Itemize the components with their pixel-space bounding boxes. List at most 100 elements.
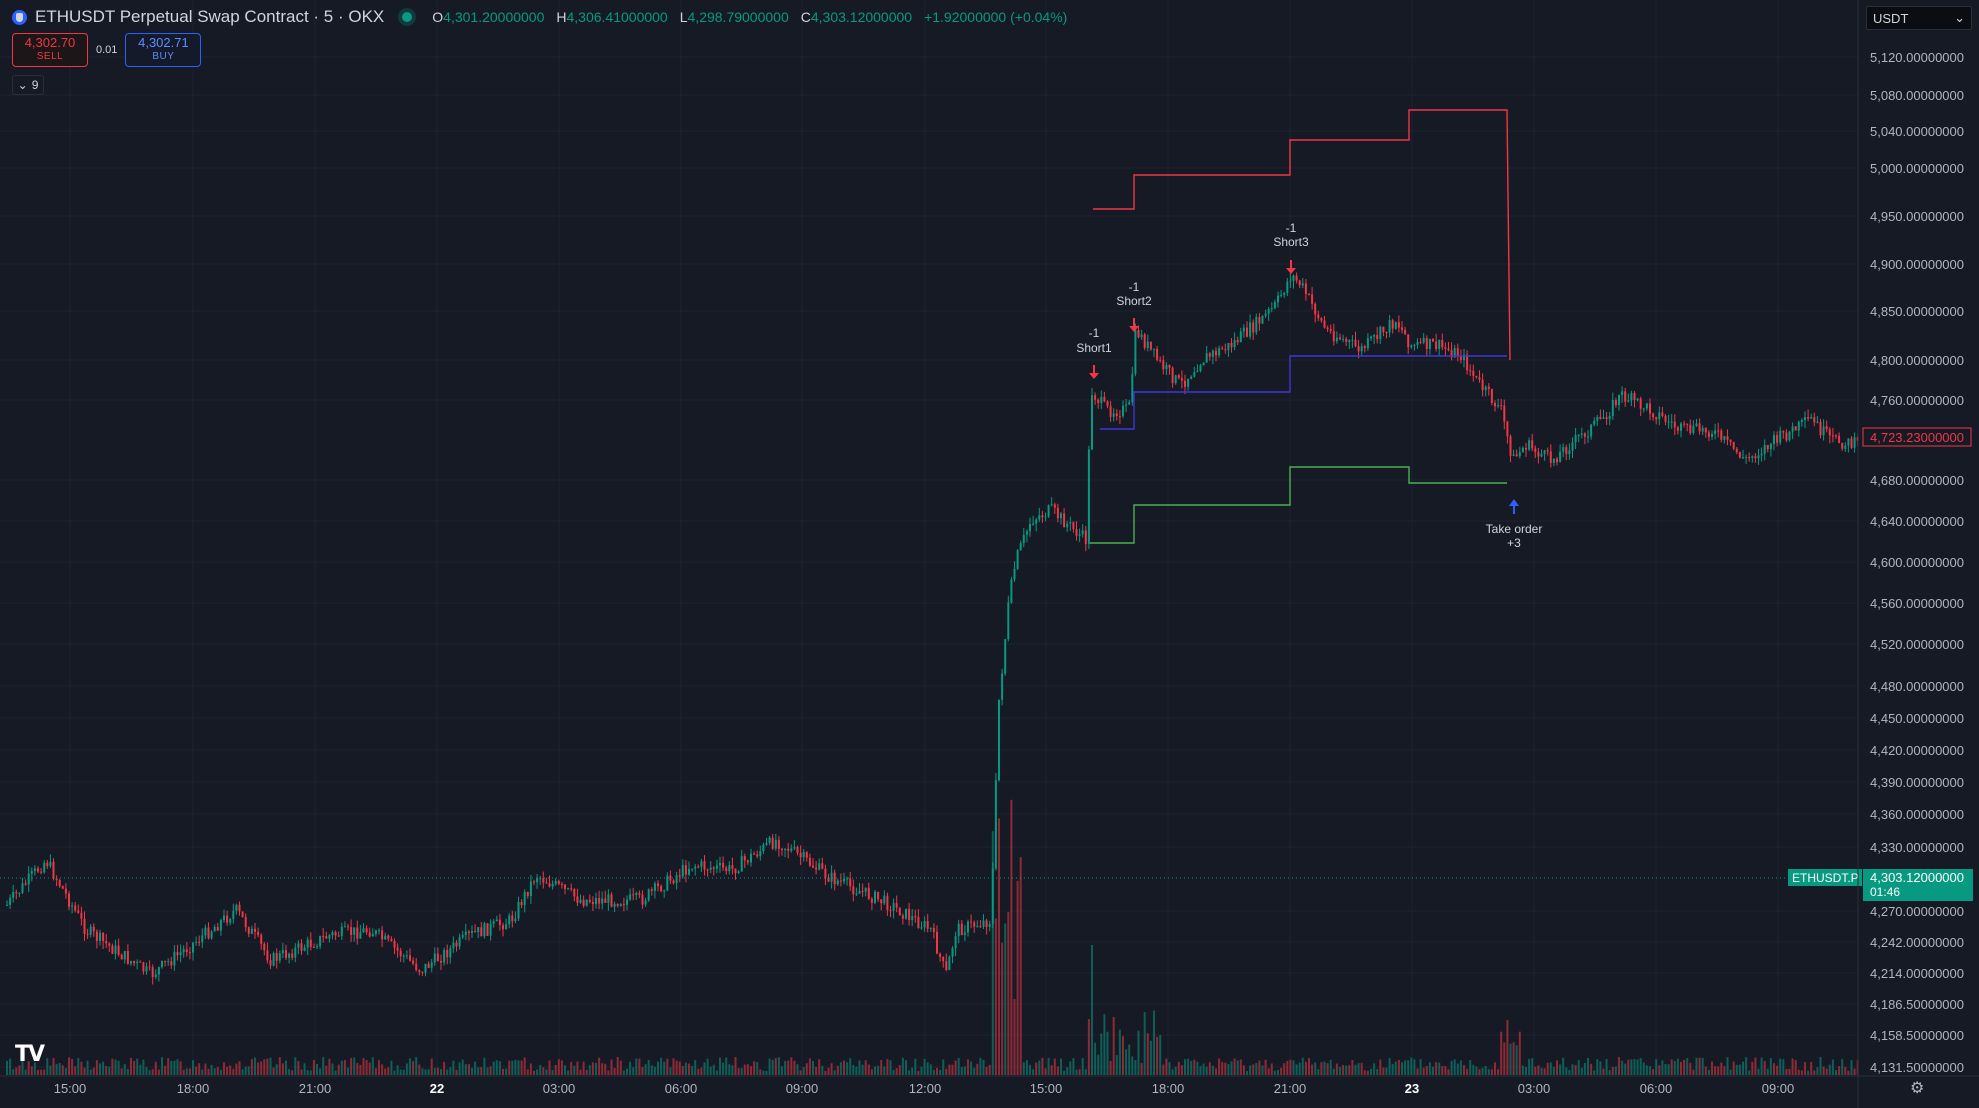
candle-body — [288, 953, 291, 958]
volume-bar — [923, 1058, 926, 1075]
volume-bar — [635, 1058, 638, 1075]
candle-body — [746, 860, 749, 863]
candle-body — [619, 904, 622, 906]
volume-bar — [1149, 1040, 1152, 1075]
volume-bar — [154, 1061, 157, 1075]
tradingview-logo-icon[interactable]: TV — [15, 1042, 45, 1067]
volume-bar — [1397, 1059, 1400, 1075]
volume-bar — [1745, 1057, 1748, 1075]
price-axis-label: 4,214.00000000 — [1870, 966, 1964, 981]
volume-bar — [1664, 1063, 1667, 1075]
volume-bar — [1410, 1057, 1413, 1075]
volume-bar — [427, 1069, 430, 1075]
candle-body — [21, 883, 24, 893]
candle-body — [436, 953, 439, 961]
volume-bar — [1714, 1066, 1717, 1075]
volume-bar — [1131, 1056, 1134, 1075]
candle-body — [99, 932, 101, 941]
volume-bar — [520, 1060, 523, 1075]
volume-bar — [579, 1069, 582, 1075]
price-axis-label: 4,800.00000000 — [1870, 353, 1964, 368]
candle-body — [1280, 294, 1283, 296]
candle-body — [864, 887, 867, 892]
volume-bar — [117, 1060, 120, 1075]
volume-bar — [911, 1067, 914, 1075]
candle-body — [421, 971, 424, 973]
volume-bar — [1425, 1066, 1428, 1075]
candle-body — [1518, 452, 1521, 457]
volume-bar — [347, 1067, 349, 1075]
volume-bar — [1717, 1066, 1720, 1075]
candle-body — [976, 926, 979, 928]
candle-body — [1633, 393, 1636, 400]
candle-body — [337, 935, 340, 937]
candle-body — [1134, 330, 1137, 374]
candle-body — [1717, 430, 1720, 432]
candle-body — [483, 923, 486, 937]
volume-bar — [306, 1070, 309, 1075]
candle-body — [275, 953, 278, 961]
volume-bar — [1156, 1036, 1159, 1075]
volume-bar — [1711, 1061, 1713, 1075]
volume-bar — [973, 1067, 976, 1075]
volume-bar — [591, 1062, 594, 1075]
volume-bar — [1112, 1017, 1115, 1075]
volume-bar — [1580, 1067, 1583, 1075]
order-quantity[interactable]: 0.01 — [96, 44, 118, 56]
sell-button[interactable]: 4,302.70 SELL — [12, 33, 88, 67]
volume-bar — [1825, 1068, 1828, 1075]
volume-bar — [1729, 1069, 1732, 1075]
currency-select[interactable]: USDT ⌄ — [1866, 6, 1972, 30]
volume-bar — [1559, 1064, 1562, 1075]
candle-body — [1723, 436, 1726, 440]
trade-marker-label: Short1 — [1076, 341, 1112, 355]
volume-bar — [564, 1065, 566, 1075]
candle-body — [598, 897, 601, 904]
volume-bar — [722, 1062, 725, 1075]
candle-body — [945, 961, 948, 971]
volume-bar — [1379, 1059, 1382, 1075]
candle-body — [1100, 396, 1103, 404]
volume-bar — [505, 1068, 508, 1075]
volume-bar — [1382, 1067, 1385, 1075]
volume-bar — [1091, 945, 1093, 1075]
candle-body — [781, 848, 783, 850]
gear-icon[interactable]: ⚙ — [1910, 1080, 1925, 1097]
volume-bar — [1357, 1063, 1360, 1075]
volume-bar — [498, 1061, 501, 1075]
buy-button[interactable]: 4,302.71 BUY — [125, 33, 202, 67]
candle-body — [514, 918, 517, 922]
candle-body — [1459, 356, 1462, 361]
candle-body — [1698, 423, 1701, 432]
candle-body — [657, 883, 659, 887]
volume-bar — [27, 1061, 30, 1075]
candle-body — [985, 920, 988, 927]
volume-bar — [743, 1064, 746, 1075]
candle-body — [319, 935, 322, 947]
candle-body — [1146, 341, 1149, 349]
volume-bar — [979, 1057, 982, 1075]
candle-body — [799, 852, 802, 858]
market-status-icon[interactable] — [402, 12, 413, 22]
symbol-title[interactable]: ETHUSDT Perpetual Swap Contract · 5 · OK… — [35, 7, 385, 26]
candle-body — [126, 951, 129, 964]
volume-bar — [464, 1064, 467, 1075]
volume-bar — [303, 1063, 306, 1075]
candle-body — [1614, 400, 1617, 406]
candle-body — [492, 921, 495, 924]
candle-body — [1001, 673, 1004, 700]
candle-body — [1246, 327, 1248, 337]
candle-body — [1447, 348, 1450, 351]
candle-body — [1754, 456, 1757, 459]
indicators-toggle-button[interactable]: ⌄ 9 — [12, 75, 44, 95]
volume-bar — [151, 1069, 154, 1075]
volume-bar — [244, 1066, 247, 1075]
volume-bar — [1742, 1061, 1744, 1075]
volume-bar — [1342, 1065, 1345, 1075]
candle-body — [1525, 447, 1527, 450]
volume-bar — [1788, 1068, 1791, 1075]
volume-bar — [1441, 1066, 1444, 1075]
candle-body — [1208, 353, 1211, 357]
volume-bar — [843, 1060, 845, 1075]
